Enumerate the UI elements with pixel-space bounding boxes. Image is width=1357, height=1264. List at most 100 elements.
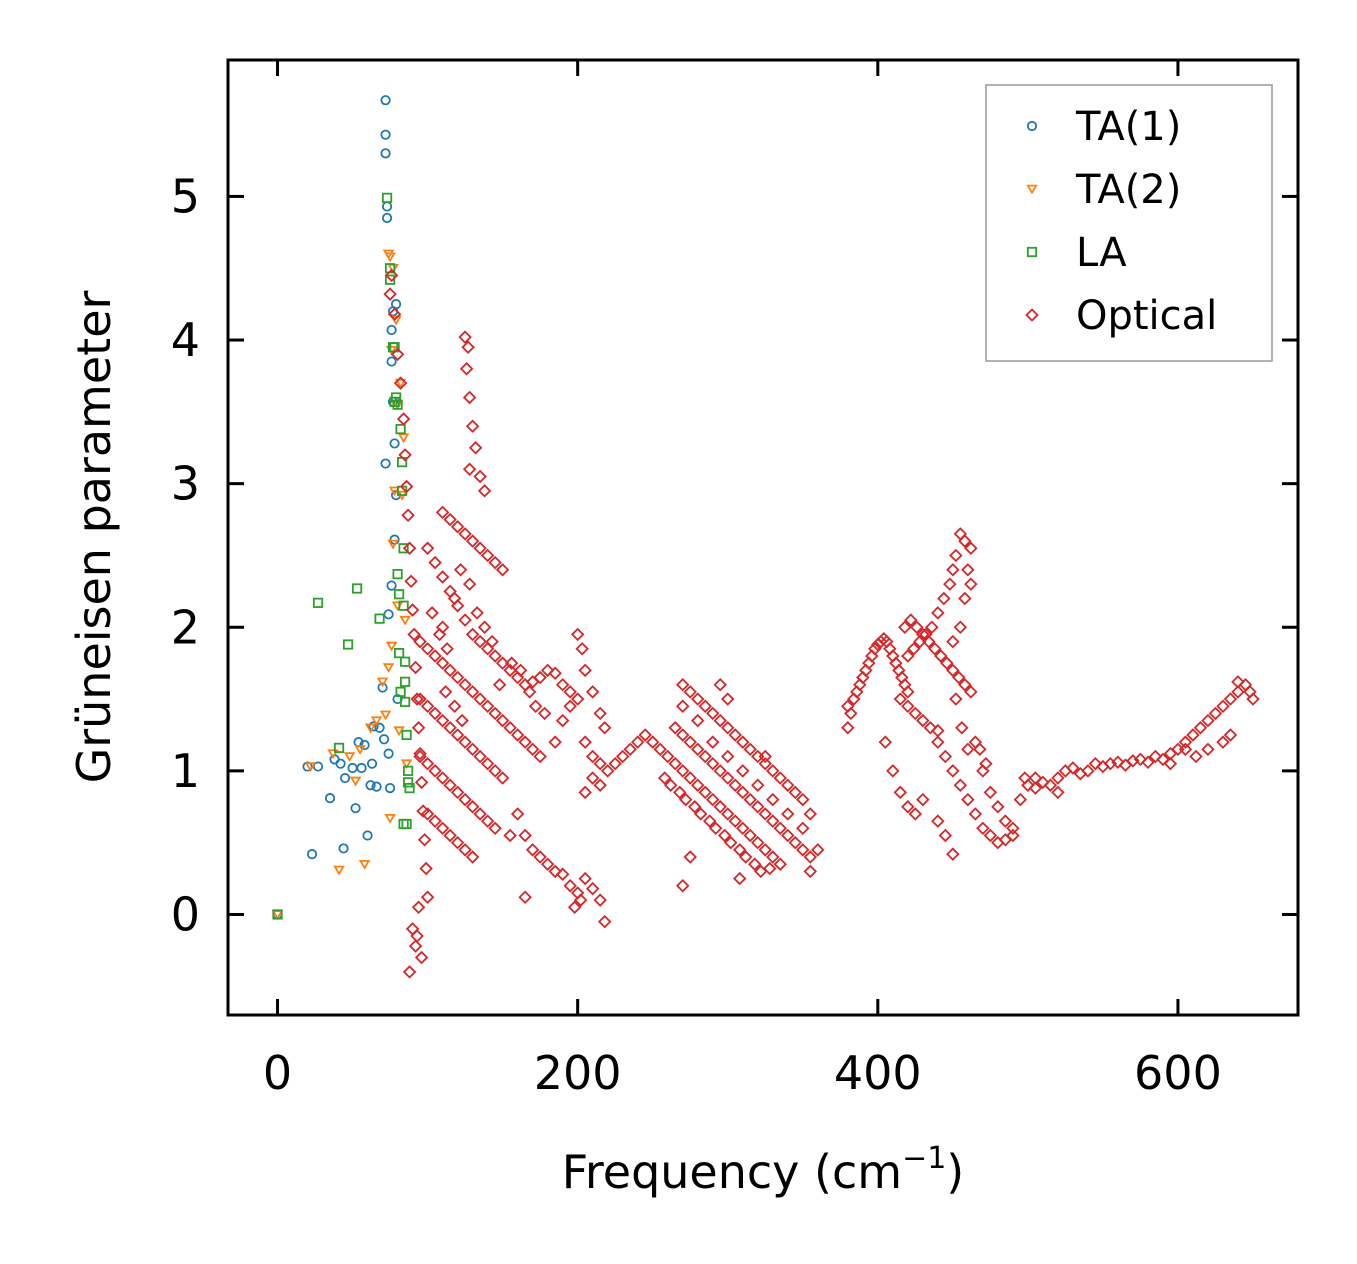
data-point — [420, 541, 435, 556]
data-point — [908, 807, 923, 821]
data-point — [937, 591, 951, 606]
data-point — [1141, 755, 1155, 769]
x-axis-label-main: Frequency (cm — [562, 1145, 902, 1199]
series-la — [272, 192, 415, 920]
data-point — [1006, 821, 1020, 836]
data-point — [365, 780, 376, 791]
data-point — [503, 721, 517, 735]
data-point — [811, 843, 825, 857]
data-point — [597, 721, 612, 735]
data-point — [380, 148, 391, 159]
data-point — [961, 792, 975, 807]
data-point — [928, 642, 942, 656]
data-point — [563, 699, 577, 713]
data-point — [389, 438, 400, 449]
data-point — [528, 699, 543, 713]
data-point — [384, 782, 396, 794]
data-point — [751, 800, 765, 814]
data-point — [788, 835, 802, 850]
data-point — [728, 728, 742, 742]
data-point — [420, 756, 435, 771]
data-point — [522, 685, 537, 699]
data-point — [758, 756, 772, 771]
data-point — [585, 749, 600, 764]
data-point — [443, 663, 457, 678]
data-point — [458, 330, 472, 344]
data-point — [488, 821, 502, 836]
data-point — [713, 764, 727, 778]
data-point — [525, 742, 540, 757]
data-point — [893, 692, 908, 706]
data-point — [803, 864, 818, 879]
y-axis-label: Grüneisen parameter — [67, 290, 121, 783]
data-point — [763, 861, 777, 876]
data-point — [350, 803, 361, 814]
data-point — [408, 939, 423, 953]
data-point — [976, 821, 990, 836]
data-point — [443, 828, 457, 843]
data-point — [766, 792, 780, 807]
data-point — [428, 764, 442, 778]
data-point — [567, 900, 582, 915]
data-point — [1178, 735, 1193, 749]
data-point — [386, 356, 397, 367]
data-point — [458, 677, 472, 692]
data-point — [886, 764, 900, 778]
data-point — [657, 771, 672, 785]
data-point — [396, 412, 411, 426]
legend-marker — [1026, 184, 1038, 195]
data-point — [400, 759, 413, 770]
data-point — [878, 735, 893, 749]
data-point — [383, 748, 394, 759]
data-point — [488, 764, 502, 778]
data-point — [555, 713, 570, 728]
data-point — [428, 706, 442, 721]
data-point — [1051, 785, 1065, 800]
data-point — [758, 749, 772, 764]
data-point — [443, 721, 457, 735]
data-point — [473, 469, 487, 484]
x-tick-label: 0 — [263, 1046, 292, 1100]
data-point — [399, 696, 411, 708]
data-point — [803, 850, 818, 864]
data-point — [1201, 713, 1215, 728]
data-point — [480, 814, 495, 828]
data-point — [907, 642, 921, 656]
data-point — [488, 555, 502, 570]
data-point — [503, 663, 517, 678]
data-point — [495, 771, 510, 785]
data-point — [1081, 764, 1095, 778]
data-point — [380, 458, 391, 469]
data-point — [480, 699, 495, 713]
data-point — [898, 620, 912, 634]
data-point — [404, 782, 415, 794]
data-point — [968, 807, 983, 821]
data-point — [450, 728, 465, 742]
data-point — [540, 663, 555, 678]
data-point — [518, 735, 532, 749]
data-point — [465, 419, 480, 433]
data-point — [428, 649, 442, 663]
data-point — [374, 613, 385, 624]
data-point — [368, 721, 379, 732]
data-point — [385, 641, 398, 652]
data-point — [306, 849, 318, 860]
data-point — [796, 843, 810, 857]
legend: TA(1) TA(2) LA Optical — [985, 84, 1273, 362]
data-point — [1133, 752, 1148, 767]
data-point — [473, 541, 487, 556]
data-point — [910, 620, 924, 634]
data-point — [1216, 699, 1230, 713]
data-point — [983, 785, 998, 800]
data-point — [585, 771, 600, 785]
data-point — [1028, 781, 1043, 795]
data-point — [766, 850, 780, 864]
data-point — [354, 745, 366, 755]
data-point — [438, 685, 453, 699]
data-point — [991, 800, 1005, 814]
data-point — [413, 746, 427, 761]
data-point — [687, 800, 702, 814]
x-tick-label: 200 — [534, 1046, 622, 1100]
x-axis-label: Frequency (cm−1) — [562, 1141, 965, 1199]
data-point — [1163, 756, 1178, 771]
